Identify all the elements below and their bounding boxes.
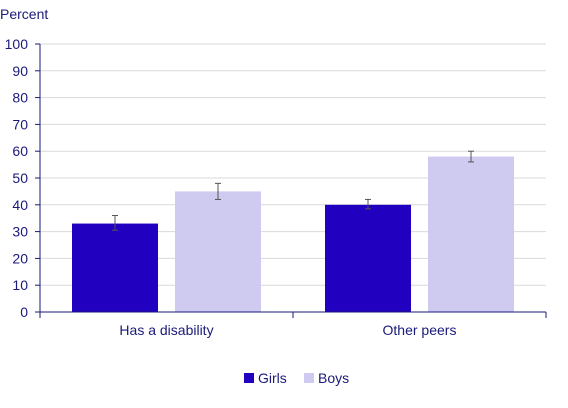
y-tick-label: 70: [12, 116, 28, 132]
bars: [72, 156, 514, 312]
y-tick-label: 100: [5, 36, 29, 52]
y-axis-label: Percent: [0, 6, 48, 22]
y-tick-label: 50: [12, 170, 28, 186]
x-category-label: Other peers: [383, 322, 457, 338]
y-tick-label: 40: [12, 197, 28, 213]
bar-boys-1: [175, 191, 261, 312]
y-tick-label: 90: [12, 63, 28, 79]
y-tick-label: 80: [12, 90, 28, 106]
legend-swatch-boys: [304, 373, 314, 383]
error-bars: [112, 150, 474, 231]
legend-label-boys: Boys: [318, 370, 349, 386]
y-tick-label: 20: [12, 250, 28, 266]
bar-girls-1: [72, 223, 158, 312]
y-tick-label: 60: [12, 143, 28, 159]
y-tick-label: 0: [20, 304, 28, 320]
y-tick-label: 10: [12, 277, 28, 293]
bar-boys-2: [428, 156, 514, 312]
axes: 0 10 20 30 40 50 60 70 80 90 100 Has a disability Ot…: [5, 36, 547, 338]
legend: Girls Boys: [244, 370, 349, 386]
y-tick-label: 30: [12, 224, 28, 240]
legend-swatch-girls: [244, 373, 254, 383]
x-category-label: Has a disability: [119, 322, 213, 338]
legend-label-girls: Girls: [258, 370, 287, 386]
bar-girls-2: [325, 204, 411, 312]
